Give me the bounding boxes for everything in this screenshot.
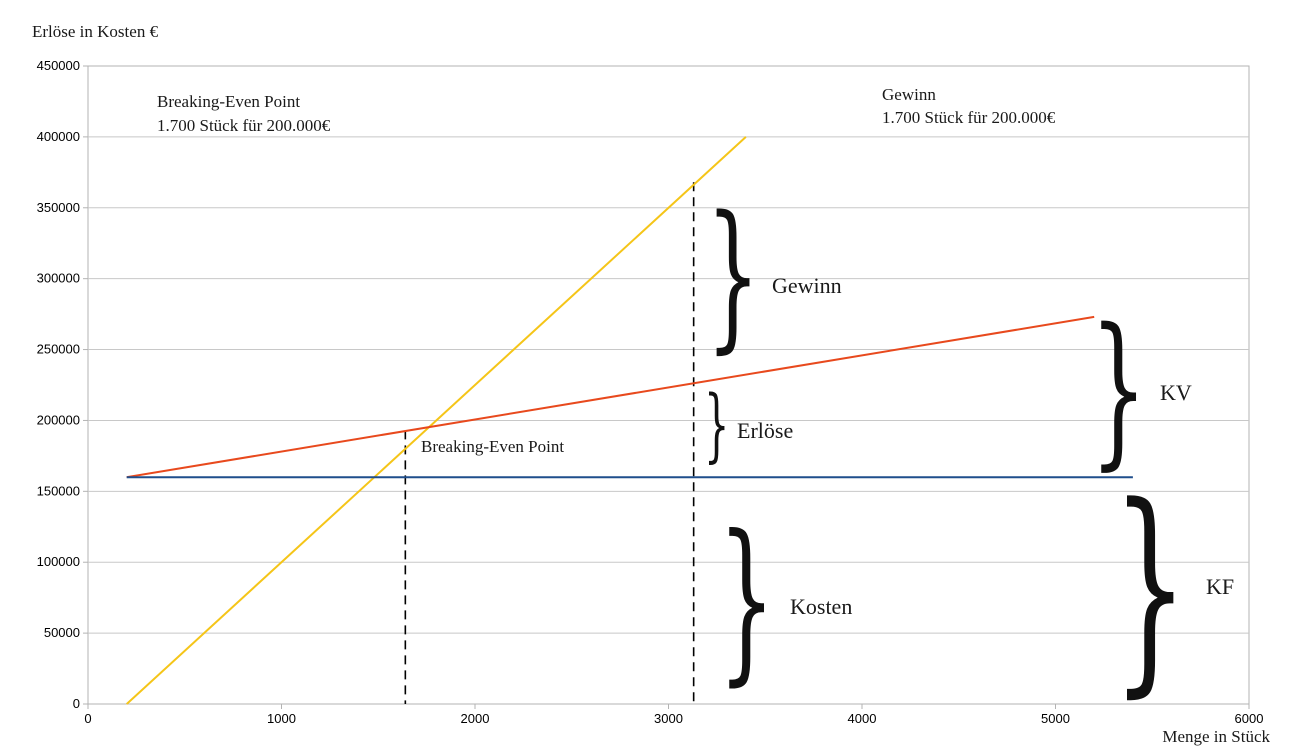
y-axis-label: Erlöse in Kosten €	[32, 22, 159, 41]
series-line-1	[126, 136, 747, 705]
y-tick-label: 200000	[37, 412, 80, 427]
x-tick-labels: 0 1000 2000 3000 4000 5000 6000	[84, 711, 1263, 726]
label-kv: KV	[1160, 380, 1192, 405]
label-gewinn: Gewinn	[772, 273, 842, 298]
label-erloese: Erlöse	[737, 418, 793, 443]
annotation-breakeven-detail: 1.700 Stück für 200.000€	[157, 116, 331, 135]
brace-kv: }	[1090, 295, 1147, 486]
x-tick-label: 0	[84, 711, 91, 726]
x-tick-label: 2000	[461, 711, 490, 726]
x-tick-label: 6000	[1235, 711, 1264, 726]
x-tick-label: 3000	[654, 711, 683, 726]
y-tick-label: 50000	[44, 625, 80, 640]
annotation-breakeven-marker: Breaking-Even Point	[421, 437, 564, 456]
y-tick-label: 300000	[37, 271, 80, 286]
brace-erloese: }	[704, 377, 729, 471]
y-tick-label: 100000	[37, 554, 80, 569]
brace-kosten: }	[718, 498, 775, 702]
x-tick-label: 4000	[848, 711, 877, 726]
y-tick-label: 350000	[37, 200, 80, 215]
brace-kf: }	[1112, 459, 1188, 718]
x-axis-label: Menge in Stück	[1162, 727, 1270, 746]
vertical-markers	[404, 182, 695, 704]
label-kf: KF	[1206, 574, 1234, 599]
annotation-breakeven-title: Breaking-Even Point	[157, 92, 300, 111]
series-lines	[126, 136, 1133, 705]
annotation-gewinn-title: Gewinn	[882, 85, 936, 104]
y-tick-labels: 0 50000 100000 150000 200000 250000 300000 3500…	[37, 58, 80, 711]
brace-gewinn: }	[706, 183, 760, 369]
label-kosten: Kosten	[790, 594, 852, 619]
x-tick-label: 5000	[1041, 711, 1070, 726]
plot-area	[87, 65, 1250, 705]
x-tick-label: 1000	[267, 711, 296, 726]
y-tick-label: 450000	[37, 58, 80, 73]
y-tick-label: 400000	[37, 129, 80, 144]
series-line-2	[126, 315, 1095, 479]
annotation-gewinn-detail: 1.700 Stück für 200.000€	[882, 108, 1056, 127]
y-tick-label: 0	[73, 696, 80, 711]
y-tick-label: 150000	[37, 483, 80, 498]
y-tick-label: 250000	[37, 342, 80, 357]
